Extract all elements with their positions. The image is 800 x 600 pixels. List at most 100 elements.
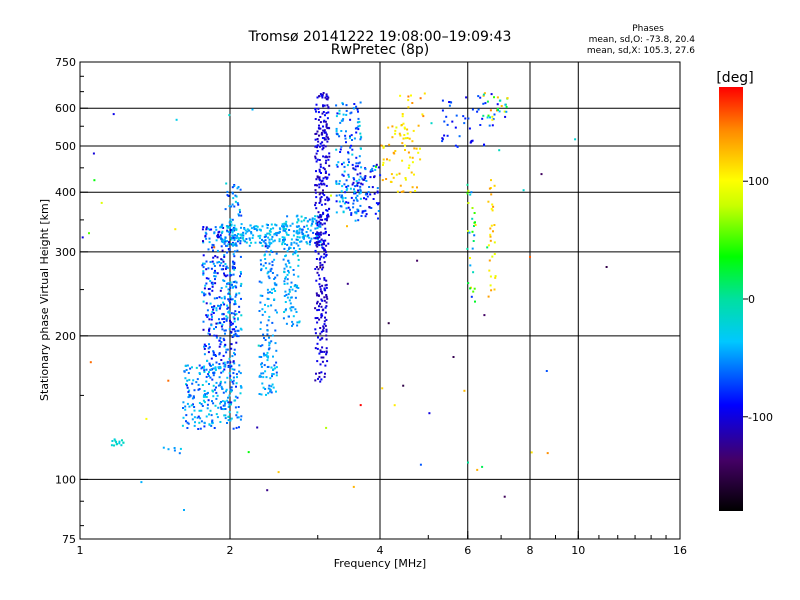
echo-point bbox=[316, 317, 319, 319]
echo-point bbox=[215, 391, 218, 394]
echo-point bbox=[261, 313, 264, 316]
echo-point bbox=[407, 99, 410, 102]
echo-point bbox=[244, 232, 247, 235]
echo-point bbox=[297, 264, 300, 267]
echo-point bbox=[324, 203, 327, 206]
echo-point bbox=[282, 236, 285, 239]
echo-point bbox=[315, 266, 318, 268]
echo-point bbox=[319, 327, 322, 329]
echo-point bbox=[354, 192, 357, 195]
echo-point bbox=[220, 268, 223, 271]
echo-point bbox=[498, 99, 501, 102]
echo-point bbox=[406, 137, 409, 139]
echo-point bbox=[304, 217, 307, 220]
echo-point bbox=[235, 373, 238, 376]
echo-point bbox=[204, 231, 207, 234]
echo-point bbox=[335, 180, 338, 183]
echo-point bbox=[235, 195, 238, 198]
echo-point bbox=[215, 336, 218, 339]
echo-point bbox=[522, 189, 525, 192]
echo-point bbox=[224, 263, 227, 265]
echo-point bbox=[234, 234, 237, 236]
echo-point bbox=[220, 287, 223, 289]
echo-point bbox=[318, 183, 321, 186]
echo-point bbox=[364, 209, 367, 212]
echo-point bbox=[237, 213, 240, 216]
echo-point bbox=[261, 244, 264, 247]
echo-point bbox=[230, 238, 233, 241]
echo-point bbox=[342, 161, 345, 164]
echo-point bbox=[320, 298, 323, 301]
echo-point bbox=[320, 371, 323, 374]
echo-point bbox=[450, 101, 453, 104]
echo-point bbox=[314, 347, 317, 350]
echo-point bbox=[320, 305, 323, 308]
echo-point bbox=[269, 390, 272, 393]
echo-point bbox=[303, 219, 306, 222]
echo-point bbox=[324, 218, 327, 221]
echo-point bbox=[233, 312, 235, 315]
echo-point bbox=[233, 317, 236, 320]
echo-point bbox=[358, 192, 361, 195]
echo-point bbox=[234, 332, 237, 335]
echo-point bbox=[272, 240, 275, 243]
echo-point bbox=[327, 138, 330, 140]
echo-point bbox=[315, 170, 317, 173]
echo-point bbox=[167, 379, 170, 382]
echo-point bbox=[316, 243, 319, 246]
echo-point bbox=[240, 314, 243, 317]
echo-point bbox=[236, 329, 239, 332]
echo-point bbox=[321, 141, 324, 144]
echo-point bbox=[261, 294, 264, 297]
echo-point bbox=[198, 388, 201, 390]
echo-point bbox=[482, 94, 485, 97]
echo-point bbox=[491, 209, 494, 212]
echo-point bbox=[473, 234, 476, 237]
echo-point bbox=[317, 232, 320, 235]
echo-point bbox=[286, 225, 289, 228]
echo-point bbox=[268, 232, 271, 235]
echo-point bbox=[203, 425, 206, 428]
echo-point bbox=[232, 227, 235, 229]
echo-point bbox=[481, 117, 484, 120]
echo-point bbox=[445, 115, 448, 118]
echo-point bbox=[220, 341, 223, 343]
echo-point bbox=[186, 402, 189, 405]
echo-point bbox=[319, 214, 322, 216]
echo-point bbox=[232, 234, 235, 237]
echo-point bbox=[296, 214, 299, 217]
echo-point bbox=[202, 270, 205, 273]
echo-point bbox=[201, 291, 204, 294]
echo-point bbox=[404, 137, 407, 140]
echo-point bbox=[205, 260, 208, 263]
echo-point bbox=[347, 175, 350, 178]
echo-point bbox=[236, 376, 238, 379]
echo-point bbox=[193, 396, 195, 399]
echo-point bbox=[294, 284, 297, 286]
echo-point bbox=[266, 244, 269, 247]
echo-point bbox=[326, 140, 329, 143]
echo-point bbox=[226, 304, 229, 307]
echo-point bbox=[202, 399, 205, 402]
echo-point bbox=[238, 214, 240, 217]
echo-point bbox=[238, 311, 241, 314]
chart-title-line1: Tromsø 20141222 19:08:00–19:09:43 bbox=[248, 29, 512, 45]
echo-point bbox=[342, 211, 345, 214]
echo-point bbox=[402, 137, 405, 140]
echo-point bbox=[359, 138, 362, 141]
echo-point bbox=[401, 159, 404, 162]
echo-point bbox=[230, 403, 232, 406]
echo-point bbox=[335, 211, 338, 214]
echo-point bbox=[217, 384, 220, 387]
echo-point bbox=[264, 262, 267, 265]
echo-point bbox=[403, 126, 406, 129]
echo-point bbox=[506, 97, 509, 100]
echo-point bbox=[354, 219, 357, 222]
echo-point bbox=[319, 225, 322, 228]
echo-point bbox=[316, 184, 318, 187]
echo-point bbox=[321, 137, 324, 139]
echo-point bbox=[258, 228, 261, 231]
echo-point bbox=[207, 267, 210, 270]
echo-point bbox=[213, 275, 216, 278]
